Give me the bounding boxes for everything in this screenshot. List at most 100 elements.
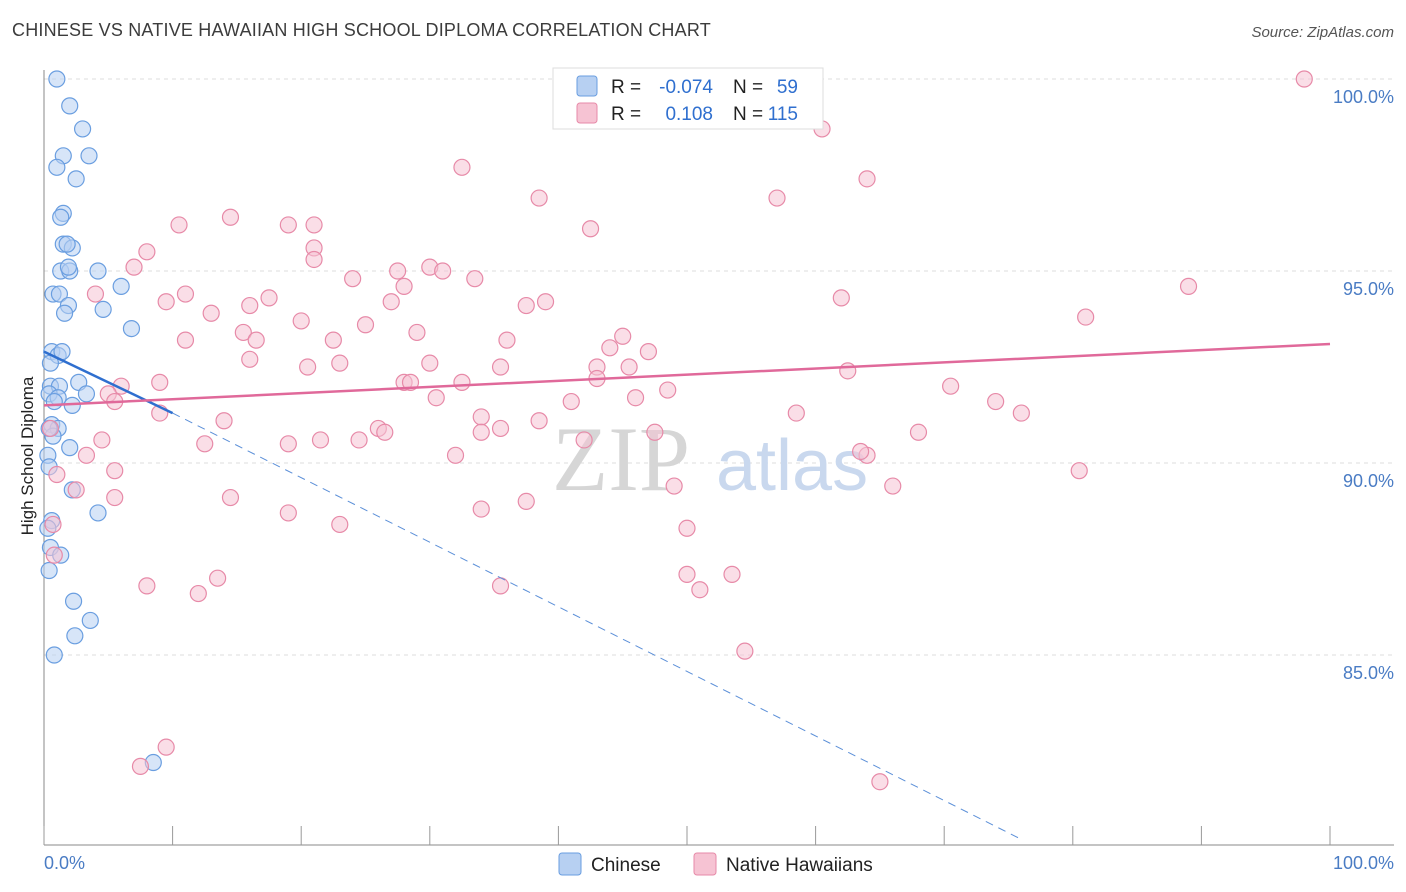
point-native-hawaiians bbox=[517, 492, 535, 510]
point-native-hawaiians bbox=[472, 423, 490, 441]
point-chinese bbox=[61, 97, 79, 115]
point-native-hawaiians bbox=[1295, 70, 1313, 88]
point-native-hawaiians bbox=[530, 189, 548, 207]
point-native-hawaiians bbox=[299, 358, 317, 376]
point-native-hawaiians bbox=[659, 381, 677, 399]
trend-line-extension-chinese bbox=[172, 412, 1022, 840]
point-native-hawaiians bbox=[852, 442, 870, 461]
point-native-hawaiians bbox=[151, 373, 169, 391]
point-native-hawaiians bbox=[678, 565, 696, 583]
x-tick-label-max: 100.0% bbox=[1333, 853, 1394, 873]
legend-n-value-chinese: 59 bbox=[777, 77, 798, 98]
point-native-hawaiians bbox=[86, 285, 105, 303]
point-native-hawaiians bbox=[909, 423, 928, 441]
point-chinese bbox=[94, 300, 112, 318]
point-chinese bbox=[112, 277, 130, 295]
point-native-hawaiians bbox=[279, 216, 297, 234]
legend-n-value-native-hawaiians: 115 bbox=[768, 104, 798, 125]
bottom-legend-swatch-native-hawaiians bbox=[693, 852, 717, 876]
point-native-hawaiians bbox=[395, 277, 413, 295]
point-native-hawaiians bbox=[472, 500, 490, 518]
point-native-hawaiians bbox=[305, 216, 323, 234]
point-chinese bbox=[45, 392, 63, 411]
point-native-hawaiians bbox=[382, 293, 400, 311]
point-native-hawaiians bbox=[839, 362, 857, 380]
point-chinese bbox=[52, 208, 70, 226]
point-chinese bbox=[81, 611, 99, 630]
point-native-hawaiians bbox=[498, 331, 516, 349]
point-native-hawaiians bbox=[67, 481, 85, 499]
chart-title: CHINESE VS NATIVE HAWAIIAN HIGH SCHOOL D… bbox=[12, 20, 711, 40]
x-tick-label-min: 0.0% bbox=[44, 853, 85, 873]
point-native-hawaiians bbox=[942, 377, 960, 395]
point-native-hawaiians bbox=[44, 515, 62, 534]
point-native-hawaiians bbox=[93, 431, 111, 449]
point-native-hawaiians bbox=[421, 354, 439, 372]
y-tick-label: 100.0% bbox=[1333, 87, 1394, 107]
point-chinese bbox=[40, 561, 58, 580]
point-native-hawaiians bbox=[401, 373, 420, 391]
watermark-atlas: atlas bbox=[716, 426, 868, 506]
point-native-hawaiians bbox=[131, 757, 150, 775]
point-native-hawaiians bbox=[408, 323, 426, 342]
point-native-hawaiians bbox=[170, 216, 188, 234]
point-native-hawaiians bbox=[241, 350, 259, 368]
y-tick-label: 90.0% bbox=[1343, 471, 1394, 491]
point-native-hawaiians bbox=[344, 270, 362, 288]
point-native-hawaiians bbox=[221, 208, 240, 226]
point-native-hawaiians bbox=[427, 389, 445, 407]
point-native-hawaiians bbox=[453, 373, 471, 391]
watermark: ZIP atlas bbox=[552, 408, 868, 510]
point-native-hawaiians bbox=[260, 289, 278, 307]
point-chinese bbox=[45, 646, 63, 664]
point-native-hawaiians bbox=[434, 262, 452, 280]
point-chinese bbox=[61, 439, 79, 457]
point-native-hawaiians bbox=[491, 577, 510, 595]
point-native-hawaiians bbox=[832, 289, 850, 307]
point-native-hawaiians bbox=[106, 462, 124, 480]
point-native-hawaiians bbox=[331, 515, 349, 534]
legend-swatch-chinese bbox=[576, 75, 598, 97]
point-native-hawaiians bbox=[41, 419, 60, 438]
point-native-hawaiians bbox=[215, 412, 233, 430]
y-tick-labels: 85.0% 90.0% 95.0% 100.0% bbox=[1333, 87, 1394, 683]
bottom-legend-swatch-chinese bbox=[558, 852, 582, 876]
point-chinese bbox=[67, 170, 85, 188]
point-native-hawaiians bbox=[601, 339, 619, 357]
point-native-hawaiians bbox=[331, 354, 349, 372]
y-axis-label: High School Diploma bbox=[18, 376, 37, 535]
stats-legend: R = -0.074 N = 59 R = 0.108 N = 115 bbox=[552, 67, 824, 130]
source-label: Source: ZipAtlas.com bbox=[1251, 24, 1394, 41]
point-native-hawaiians bbox=[350, 431, 368, 449]
bottom-legend: Chinese Native Hawaiians bbox=[558, 852, 873, 876]
point-native-hawaiians bbox=[768, 189, 786, 207]
point-native-hawaiians bbox=[106, 488, 124, 507]
point-native-hawaiians bbox=[626, 389, 645, 407]
point-native-hawaiians bbox=[305, 250, 323, 269]
legend-r-label-native-hawaiians: R = bbox=[611, 104, 641, 125]
point-chinese bbox=[89, 262, 107, 280]
point-native-hawaiians bbox=[189, 584, 207, 603]
y-tick-label: 95.0% bbox=[1343, 279, 1394, 299]
bottom-legend-label-chinese: Chinese bbox=[591, 855, 661, 876]
point-native-hawaiians bbox=[176, 285, 195, 303]
point-chinese bbox=[59, 258, 78, 276]
point-native-hawaiians bbox=[987, 392, 1005, 411]
point-chinese bbox=[66, 627, 84, 645]
point-native-hawaiians bbox=[466, 270, 484, 288]
point-chinese bbox=[48, 158, 66, 176]
trend-line-chinese bbox=[43, 350, 174, 415]
legend-n-label-native-hawaiians: N = bbox=[733, 104, 763, 125]
point-chinese bbox=[73, 120, 92, 138]
point-native-hawaiians bbox=[234, 323, 252, 342]
point-native-hawaiians bbox=[678, 519, 696, 537]
point-chinese bbox=[122, 320, 141, 338]
point-native-hawaiians bbox=[1179, 277, 1198, 295]
point-native-hawaiians bbox=[196, 435, 214, 453]
point-native-hawaiians bbox=[736, 642, 754, 660]
watermark-zip: ZIP bbox=[552, 408, 690, 510]
point-native-hawaiians bbox=[581, 220, 600, 238]
point-native-hawaiians bbox=[138, 243, 156, 261]
point-native-hawaiians bbox=[138, 577, 156, 595]
